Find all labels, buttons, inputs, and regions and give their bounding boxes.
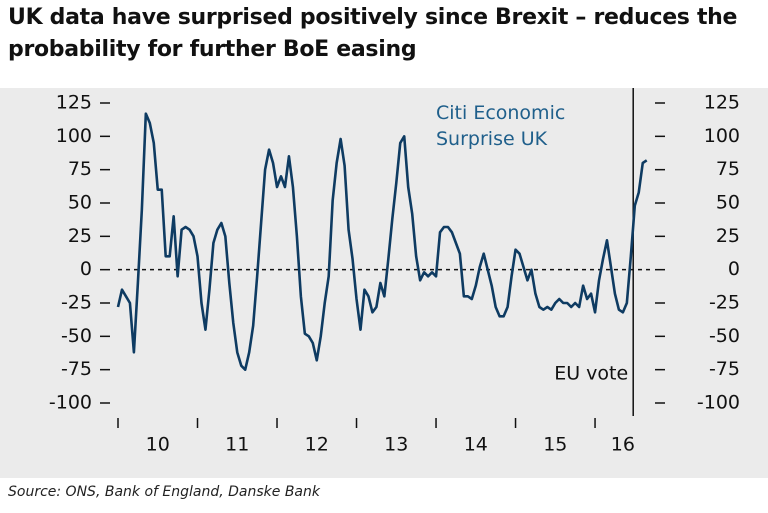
event-label: EU vote	[554, 363, 628, 385]
y2-tick-label: 50	[716, 192, 740, 214]
plot-panel	[0, 88, 768, 478]
x-tick-label: 15	[543, 434, 567, 456]
x-tick-label: 13	[384, 434, 408, 456]
x-tick-label: 14	[464, 434, 488, 456]
y-tick-label: -50	[61, 325, 92, 347]
y2-tick-label: 100	[704, 125, 740, 147]
y-tick-label: 25	[68, 225, 92, 247]
y-tick-label: 0	[80, 258, 92, 280]
y2-tick-label: -50	[709, 325, 740, 347]
y-tick-label: -75	[61, 358, 92, 380]
y2-tick-label: -100	[697, 392, 740, 414]
x-tick-label: 12	[305, 434, 329, 456]
x-tick-label: 10	[146, 434, 170, 456]
y-tick-label: 100	[56, 125, 92, 147]
x-tick-label: 11	[225, 434, 249, 456]
y-tick-label: 75	[68, 158, 92, 180]
y-tick-label: -100	[49, 392, 92, 414]
y2-tick-label: -75	[709, 358, 740, 380]
y-tick-label: 125	[56, 92, 92, 114]
y-tick-label: -25	[61, 292, 92, 314]
y-tick-label: 50	[68, 192, 92, 214]
y2-tick-label: 75	[716, 158, 740, 180]
source-note: Source: ONS, Bank of England, Danske Ban…	[8, 484, 320, 500]
y2-tick-label: 125	[704, 92, 740, 114]
legend-label: Citi Economic Surprise UK	[436, 102, 566, 150]
y2-tick-label: 0	[728, 258, 740, 280]
chart-title: UK data have surprised positively since …	[8, 5, 738, 62]
y2-tick-label: 25	[716, 225, 740, 247]
x-tick-label: 16	[611, 434, 635, 456]
data-line	[116, 112, 648, 371]
y2-tick-label: -25	[709, 292, 740, 314]
